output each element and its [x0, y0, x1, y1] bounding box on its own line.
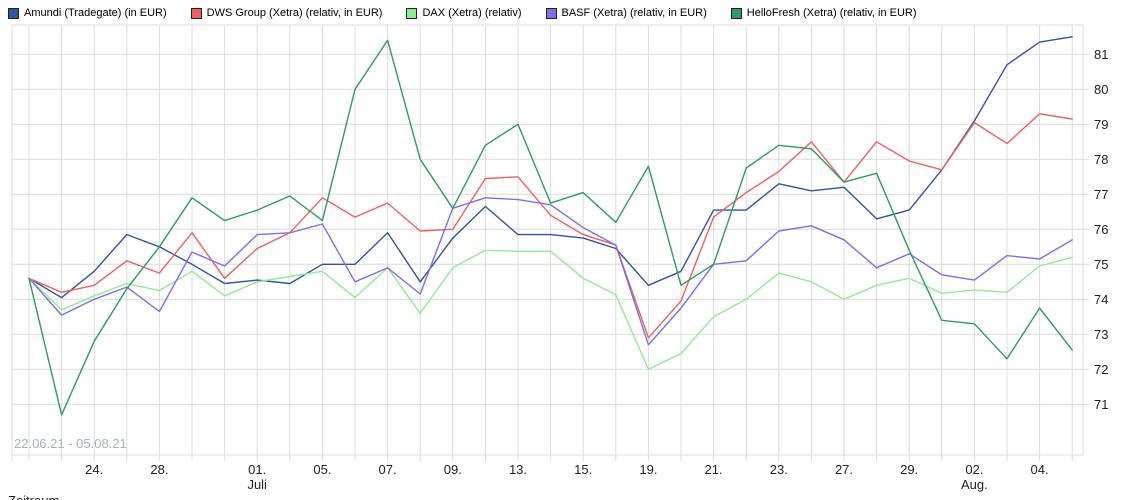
x-tick-label: 13.	[509, 462, 527, 477]
series-line-amundi	[28, 36, 1073, 299]
x-tick-label: 24.	[85, 462, 103, 477]
x-tick-label: 27.	[835, 462, 853, 477]
legend-label: HelloFresh (Xetra) (relativ, in EUR)	[746, 7, 917, 19]
y-tick-label: 74	[1094, 292, 1108, 307]
legend-item-basf: BASF (Xetra) (relativ, in EUR)	[545, 7, 707, 19]
chart-legend: Amundi (Tradegate) (in EUR) DWS Group (X…	[8, 4, 917, 22]
date-range-label: 22.06.21 - 05.08.21	[14, 436, 127, 451]
x-tick-label: 07.	[379, 462, 397, 477]
x-tick-label: 02.	[965, 462, 983, 477]
legend-label: DAX (Xetra) (relativ)	[422, 7, 522, 19]
series-line-dax	[28, 249, 1073, 370]
y-tick-label: 79	[1094, 117, 1108, 132]
legend-color-swatch	[406, 7, 418, 19]
legend-label: DWS Group (Xetra) (relativ, in EUR)	[206, 7, 383, 19]
y-tick-label: 75	[1094, 257, 1108, 272]
x-tick-label: 15.	[574, 462, 592, 477]
y-tick-label: 81	[1094, 47, 1108, 62]
y-tick-label: 76	[1094, 222, 1108, 237]
legend-color-swatch	[8, 7, 19, 19]
x-tick-label: 19.	[639, 462, 657, 477]
legend-color-swatch	[730, 7, 742, 19]
x-tick-label: 09.	[444, 462, 462, 477]
x-tick-label: 04.	[1031, 462, 1049, 477]
series-line-basf	[28, 197, 1073, 346]
x-tick-label: 01.	[248, 462, 266, 477]
x-tick-label: 23.	[770, 462, 788, 477]
y-tick-label: 72	[1094, 362, 1108, 377]
x-tick-label: 05.	[313, 462, 331, 477]
legend-label: BASF (Xetra) (relativ, in EUR)	[561, 7, 707, 19]
legend-item-amundi: Amundi (Tradegate) (in EUR)	[8, 7, 167, 19]
series-line-dws	[28, 113, 1073, 339]
legend-item-dax: DAX (Xetra) (relativ)	[406, 7, 522, 19]
x-month-label: Juli	[247, 477, 267, 492]
x-month-label: Aug.	[961, 477, 988, 492]
y-tick-label: 80	[1094, 82, 1108, 97]
y-tick-label: 77	[1094, 187, 1108, 202]
x-tick-label: 28.	[150, 462, 168, 477]
y-tick-label: 78	[1094, 152, 1108, 167]
legend-item-hellofresh: HelloFresh (Xetra) (relativ, in EUR)	[730, 7, 917, 19]
y-tick-label: 71	[1094, 397, 1108, 412]
y-tick-label: 73	[1094, 327, 1108, 342]
legend-color-swatch	[545, 7, 557, 19]
clipped-bottom-text: Zeitraum	[8, 493, 59, 500]
x-tick-label: 21.	[705, 462, 723, 477]
legend-item-dws: DWS Group (Xetra) (relativ, in EUR)	[190, 7, 383, 19]
legend-color-swatch	[190, 7, 202, 19]
series-line-hellofresh	[28, 39, 1073, 416]
legend-label: Amundi (Tradegate) (in EUR)	[24, 7, 167, 19]
x-tick-label: 29.	[900, 462, 918, 477]
